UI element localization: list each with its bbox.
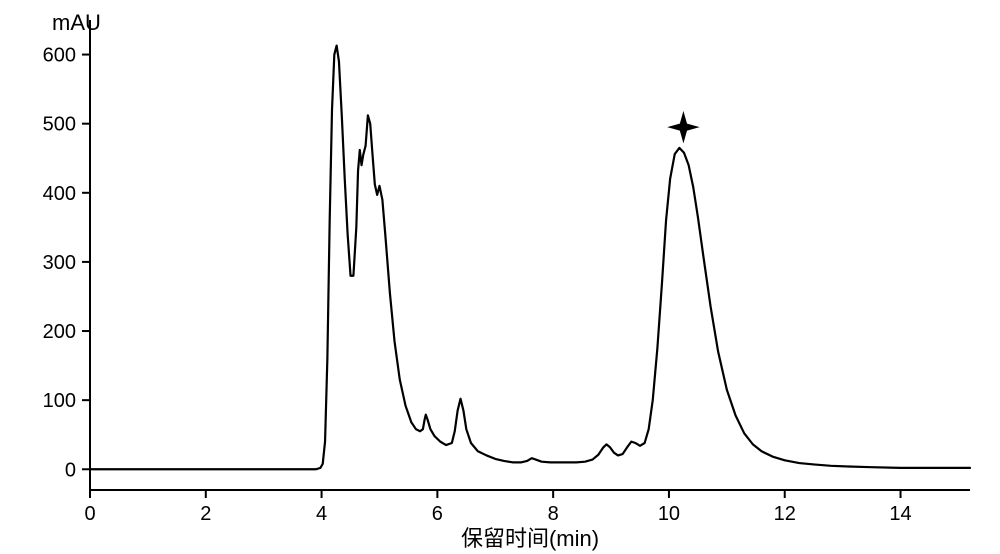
chart-svg: 0 100 200 300 400 500 600 0 2 4 6 8 10 12 14 mAU 保留时间(mi… bbox=[0, 0, 1000, 554]
x-tick-label: 8 bbox=[548, 503, 559, 525]
y-tick-label: 100 bbox=[43, 390, 76, 412]
y-tick-label: 200 bbox=[43, 321, 76, 343]
x-tick-label: 6 bbox=[432, 503, 443, 525]
x-tick-label: 14 bbox=[889, 503, 911, 525]
y-tick-label: 500 bbox=[43, 114, 76, 136]
x-tick-label: 12 bbox=[774, 503, 796, 525]
x-axis-title: 保留时间(min) bbox=[461, 526, 599, 551]
y-tick-label: 400 bbox=[43, 183, 76, 205]
x-tick-label: 10 bbox=[658, 503, 680, 525]
x-tick-label: 2 bbox=[200, 503, 211, 525]
chromatogram-trace bbox=[90, 46, 970, 470]
y-tick-label: 300 bbox=[43, 252, 76, 274]
x-tick-label: 0 bbox=[84, 503, 95, 525]
chromatogram-chart: 0 100 200 300 400 500 600 0 2 4 6 8 10 12 14 mAU 保留时间(mi… bbox=[0, 0, 1000, 554]
y-tick-label: 600 bbox=[43, 45, 76, 67]
y-tick-label: 0 bbox=[65, 459, 76, 481]
y-axis-unit-label: mAU bbox=[52, 10, 101, 35]
peak-star-marker bbox=[669, 113, 697, 141]
x-tick-label: 4 bbox=[316, 503, 327, 525]
